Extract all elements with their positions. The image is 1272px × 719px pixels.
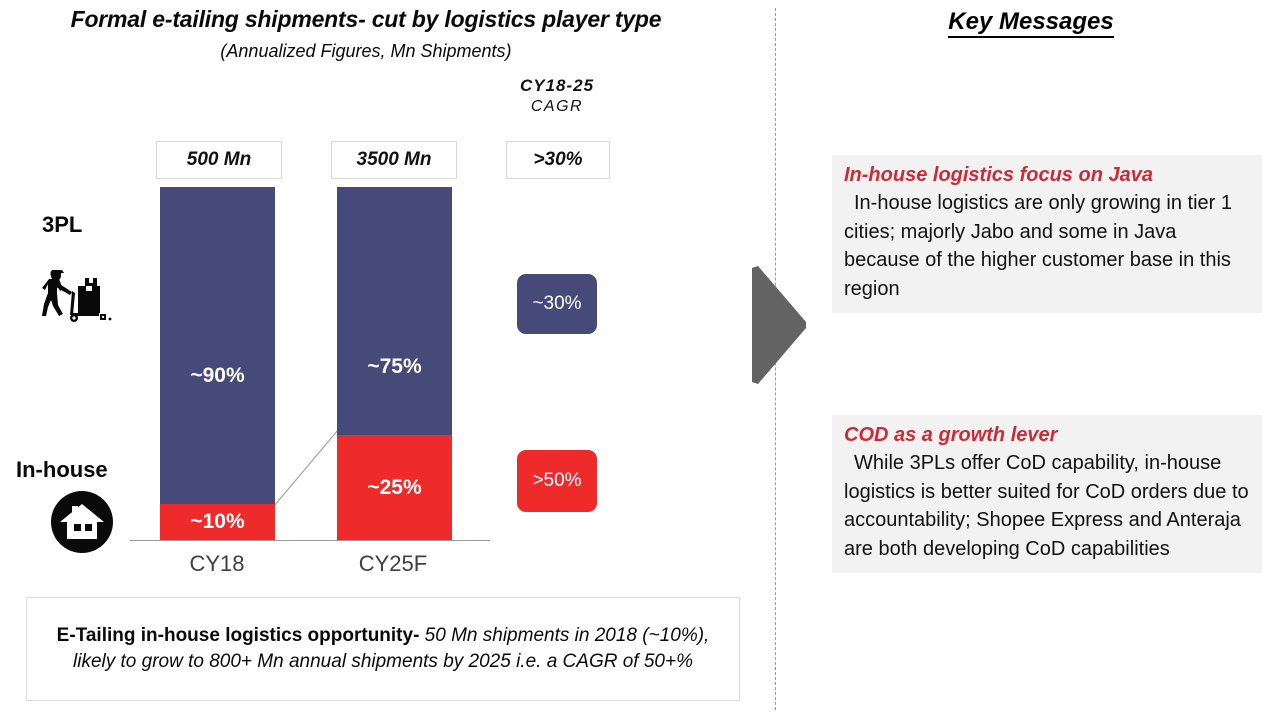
cagr-badge-inhouse: >50% xyxy=(517,450,597,512)
cagr-badge-3pl: ~30% xyxy=(517,274,597,334)
segment-connector-line xyxy=(273,429,339,507)
bar-segment-cy18-inhouse: ~10% xyxy=(160,504,275,540)
cagr-header-period: CY18-25 xyxy=(519,76,595,95)
page-title: Formal e-tailing shipments- cut by logis… xyxy=(70,6,662,32)
row-label-3pl: 3PL xyxy=(42,212,83,237)
bar-label-cy18-inhouse: ~10% xyxy=(190,510,245,533)
key-messages-title-text: Key Messages xyxy=(948,8,1114,38)
bar-cy18: ~90% ~10% xyxy=(160,187,275,540)
x-tick-label-cy18: CY18 xyxy=(189,551,245,576)
x-tick-label-cy25f: CY25F xyxy=(358,551,428,576)
bar-label-cy25f-3pl: ~75% xyxy=(367,355,422,378)
chart-panel: Formal e-tailing shipments- cut by logis… xyxy=(16,6,740,701)
bar-segment-cy25f-inhouse: ~25% xyxy=(337,435,452,540)
footnote-rest: 50 Mn shipments in 2018 (~10%), likely t… xyxy=(73,624,710,672)
bar-label-cy18-3pl: ~90% xyxy=(190,363,245,387)
key-messages-panel: Key Messages In-house logistics focus on… xyxy=(790,0,1272,719)
cagr-column-header: CY18-25 CAGR xyxy=(497,76,617,116)
key-message-card: COD as a growth lever While 3PLs offer C… xyxy=(832,415,1262,574)
chart-subtitle: (Annualized Figures, Mn Shipments) xyxy=(220,41,512,61)
bar-segment-cy18-3pl: ~90% xyxy=(160,187,275,504)
footnote-text: E-Tailing in-house logistics opportunity… xyxy=(41,623,725,675)
key-messages-title: Key Messages xyxy=(790,8,1272,38)
chevron-right-arrow-icon xyxy=(752,266,806,384)
key-message-heading: In-house logistics focus on Java xyxy=(844,164,1153,186)
key-message-card: In-house logistics focus on Java In-hous… xyxy=(832,155,1262,314)
total-value-box-cy25f: 3500 Mn xyxy=(331,141,457,179)
warehouse-worker-handtruck-icon xyxy=(42,270,112,322)
cagr-header-label: CAGR xyxy=(530,98,584,115)
key-message-heading: COD as a growth lever xyxy=(844,424,1058,446)
bar-cy25f: ~75% ~25% xyxy=(337,187,452,540)
key-message-body: In-house logistics are only growing in t… xyxy=(844,192,1232,300)
total-cagr-box: >30% xyxy=(506,141,610,179)
footnote-lead: E-Tailing in-house logistics opportunity… xyxy=(56,624,420,646)
total-value-box-cy18: 500 Mn xyxy=(156,141,282,179)
x-axis-line xyxy=(130,540,490,541)
bar-label-cy25f-inhouse: ~25% xyxy=(367,475,422,499)
bar-segment-cy25f-3pl: ~75% xyxy=(337,187,452,435)
row-label-in-house: In-house xyxy=(16,457,108,482)
footnote-box: E-Tailing in-house logistics opportunity… xyxy=(26,597,740,701)
house-circle-icon xyxy=(51,491,113,553)
key-message-body: While 3PLs offer CoD capability, in-hous… xyxy=(844,452,1249,560)
plot-area: ~90% ~10% ~75% ~25% CY18 CY25F ~30% >50%… xyxy=(16,187,597,576)
